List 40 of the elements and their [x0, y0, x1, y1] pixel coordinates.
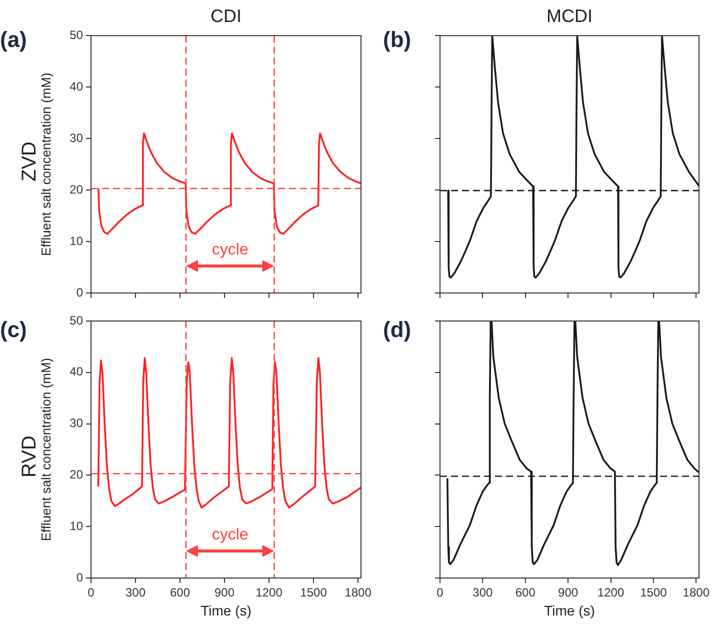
x-tick-label: 900	[558, 586, 578, 600]
chart-title: MCDI	[546, 6, 592, 26]
chart-title: CDI	[210, 6, 242, 26]
x-tick-label: 1200	[597, 586, 624, 600]
y-tick-label: 40	[70, 364, 84, 379]
y-tick-label: 50	[70, 28, 84, 42]
text: (b)	[383, 27, 412, 53]
y-tick-label: 40	[70, 79, 84, 94]
annotation: cycle	[212, 526, 248, 544]
text: ZVD	[18, 140, 41, 184]
text: (a)	[0, 27, 27, 53]
annotation: cycle	[212, 241, 248, 258]
y-axis-title: Effluent salt concentration (mM)	[38, 358, 54, 542]
y-axis-title: Effluent salt concentration (mM)	[38, 72, 54, 256]
y-tick-label: 30	[70, 130, 84, 145]
y-tick-label: 20	[70, 468, 84, 482]
x-axis-title: Time (s)	[544, 602, 595, 618]
y-tick-label: 10	[70, 234, 84, 248]
x-axis-title: Time (s)	[200, 602, 252, 618]
x-tick-label: 1800	[344, 586, 372, 600]
x-tick-label: 300	[125, 586, 146, 600]
x-tick-label: 300	[472, 586, 494, 600]
y-tick-label: 20	[70, 182, 84, 196]
y-tick-label: 0	[76, 285, 84, 300]
y-tick-label: 50	[70, 313, 84, 328]
x-tick-label: 600	[515, 586, 536, 600]
text: RVD	[18, 434, 41, 480]
x-tick-label: 900	[214, 586, 235, 600]
y-tick-label: 10	[70, 518, 84, 533]
text: (c)	[0, 317, 27, 343]
x-tick-label: 0	[88, 586, 95, 600]
x-tick-label: 1500	[640, 586, 668, 600]
x-tick-label: 1200	[256, 586, 283, 600]
x-tick-label: 600	[170, 586, 190, 600]
x-tick-label: 1800	[682, 586, 710, 600]
y-tick-label: 30	[70, 416, 84, 430]
x-tick-label: 1500	[300, 586, 328, 600]
x-tick-label: 0	[436, 586, 444, 600]
text: (d)	[383, 317, 412, 343]
y-tick-label: 0	[76, 570, 84, 584]
